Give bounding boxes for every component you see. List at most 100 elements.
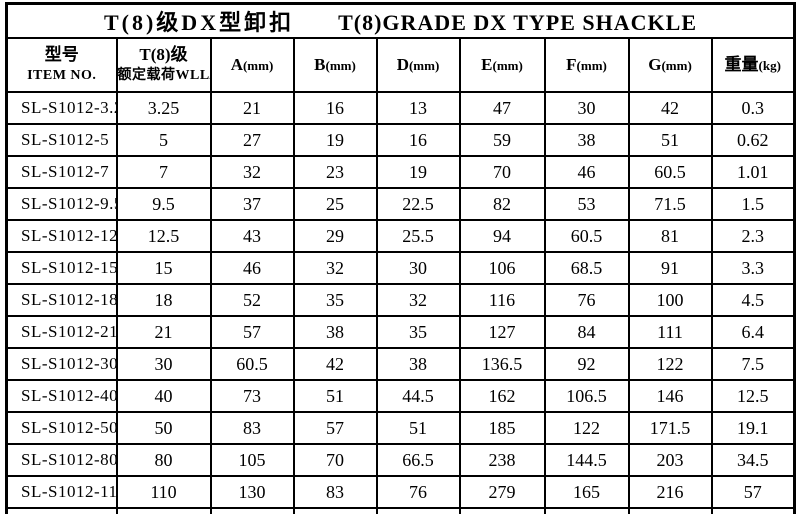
col-header-f-unit: (mm) — [576, 57, 607, 73]
table-row: SL-S1012-18 18 52 35 32 116 76 100 4.5 — [5, 283, 796, 317]
cell-value: 27 — [209, 123, 295, 157]
cell-value: 60.5 — [627, 155, 713, 189]
cell-value: 7.5 — [710, 347, 796, 381]
cell-value: 60.5 — [209, 347, 295, 381]
cell-value: 46 — [209, 251, 295, 285]
cell-value: 57 — [710, 475, 796, 509]
cell-value: 80 — [115, 443, 212, 477]
col-header-f: F(mm) — [543, 37, 630, 93]
cell-value: 127 — [458, 315, 546, 349]
cell-value: 116 — [458, 283, 546, 317]
table-row: SL-S1012-7 7 32 23 19 70 46 60.5 1.01 — [5, 155, 796, 189]
cell-value: 3.25 — [115, 91, 212, 125]
cell-value: 83 — [209, 411, 295, 445]
cell-value: 12.5 — [115, 219, 212, 253]
cell-item-no: SL-S1012-21 — [5, 315, 118, 349]
col-header-weight-unit: (kg) — [758, 57, 781, 73]
cell-value: 317 — [458, 507, 546, 514]
cell-value: 51 — [627, 123, 713, 157]
cell-item-no: SL-S1012-15 — [5, 251, 118, 285]
col-header-weight: 重量(kg) — [710, 37, 796, 93]
col-header-b: B(mm) — [292, 37, 378, 93]
table-row: SL-S1012-140140135959231720324088 — [5, 507, 796, 514]
cell-value: 66.5 — [375, 443, 461, 477]
cell-value: 110 — [115, 475, 212, 509]
cell-value: 34.5 — [710, 443, 796, 477]
cell-value: 70 — [292, 443, 378, 477]
col-header-b-unit: (mm) — [325, 57, 356, 73]
cell-value: 15 — [115, 251, 212, 285]
cell-value: 30 — [115, 347, 212, 381]
cell-value: 46 — [543, 155, 630, 189]
cell-value: 106.5 — [543, 379, 630, 413]
table-row: SL-S1012-15 15 46 32 30 106 68.5 91 3.3 — [5, 251, 796, 285]
cell-value: 76 — [375, 475, 461, 509]
cell-value: 16 — [375, 123, 461, 157]
cell-value: 13 — [375, 91, 461, 125]
cell-value: 95 — [292, 507, 378, 514]
col-header-e: E(mm) — [458, 37, 546, 93]
table-title: T(8)级DX型卸扣 T(8)GRADE DX TYPE SHACKLE — [5, 2, 796, 39]
cell-value: 21 — [209, 91, 295, 125]
table-body: SL-S1012-3.253.252116134730420.3SL-S1012… — [5, 91, 796, 514]
cell-item-no: SL-S1012-40 — [5, 379, 118, 413]
cell-item-no: SL-S1012-18 — [5, 283, 118, 317]
col-header-wll: T(8)级 额定载荷WLL/T — [115, 37, 212, 93]
cell-value: 2.3 — [710, 219, 796, 253]
cell-value: 105 — [209, 443, 295, 477]
cell-value: 37 — [209, 187, 295, 221]
cell-value: 1.01 — [710, 155, 796, 189]
col-header-g-name: G — [648, 54, 662, 74]
cell-value: 0.3 — [710, 91, 796, 125]
table-title-chinese: T(8)级DX型卸扣 — [103, 10, 295, 35]
table-row: SL-S1012-9.5 9.5 37 25 22.5 82 53 71.5 1.5 — [5, 187, 796, 221]
cell-value: 19 — [292, 123, 378, 157]
cell-value: 135 — [209, 507, 295, 514]
cell-value: 59 — [458, 123, 546, 157]
cell-value: 82 — [458, 187, 546, 221]
cell-value: 35 — [292, 283, 378, 317]
cell-value: 171.5 — [627, 411, 713, 445]
cell-value: 203 — [543, 507, 630, 514]
table-row: SL-S1012-50 50 83 57 51 185 122 171.5 19.1 — [5, 411, 796, 445]
cell-value: 30 — [543, 91, 630, 125]
cell-item-no: SL-S1012-30 — [5, 347, 118, 381]
shackle-spec-table: T(8)级DX型卸扣 T(8)GRADE DX TYPE SHACKLE 型号 I… — [5, 2, 796, 514]
cell-item-no: SL-S1012-7 — [5, 155, 118, 189]
cell-value: 238 — [458, 443, 546, 477]
cell-value: 32 — [209, 155, 295, 189]
cell-value: 22.5 — [375, 187, 461, 221]
col-header-e-name: E — [481, 54, 493, 74]
cell-value: 44.5 — [375, 379, 461, 413]
cell-value: 203 — [627, 443, 713, 477]
col-header-d-name: D — [396, 54, 409, 74]
cell-value: 51 — [375, 411, 461, 445]
col-header-item-no-en: ITEM NO. — [27, 68, 97, 84]
col-header-d-unit: (mm) — [408, 57, 440, 73]
cell-value: 100 — [627, 283, 713, 317]
cell-value: 130 — [209, 475, 295, 509]
cell-value: 52 — [209, 283, 295, 317]
cell-value: 42 — [292, 347, 378, 381]
cell-value: 38 — [543, 123, 630, 157]
col-header-item-no: 型号 ITEM NO. — [5, 37, 118, 93]
cell-value: 18 — [115, 283, 212, 317]
table-row: SL-S1012-30 30 60.5 42 38 136.5 92 122 7.5 — [5, 347, 796, 381]
col-header-b-name: B — [314, 54, 326, 74]
cell-value: 111 — [627, 315, 713, 349]
cell-value: 84 — [543, 315, 630, 349]
cell-value: 76 — [543, 283, 630, 317]
col-header-g: G(mm) — [627, 37, 713, 93]
cell-value: 16 — [292, 91, 378, 125]
cell-value: 144.5 — [543, 443, 630, 477]
cell-item-no: SL-S1012-140 — [5, 507, 118, 514]
cell-value: 165 — [543, 475, 630, 509]
cell-value: 21 — [115, 315, 212, 349]
col-header-weight-name: 重量 — [724, 54, 759, 74]
cell-value: 83 — [292, 475, 378, 509]
cell-value: 146 — [627, 379, 713, 413]
table-row: SL-S1012-5 5 27 19 16 59 38 51 0.62 — [5, 123, 796, 157]
cell-value: 6.4 — [710, 315, 796, 349]
table-row: SL-S1012-40 40 73 51 44.5 162 106.5 146 12.5 — [5, 379, 796, 413]
cell-value: 12.5 — [710, 379, 796, 413]
